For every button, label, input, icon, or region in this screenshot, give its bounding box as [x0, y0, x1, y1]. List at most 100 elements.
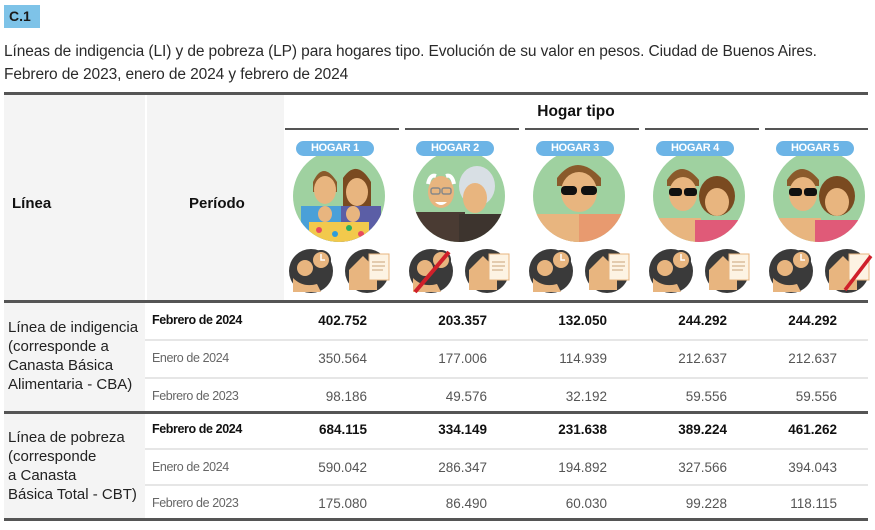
period-cell: Febrero de 2024 [152, 313, 242, 327]
house-document-icon [345, 249, 390, 293]
value-cell: 203.357 [438, 313, 487, 328]
header-label-bg [4, 95, 284, 300]
value-cell: 175.080 [318, 496, 367, 511]
hogar-5-label: HOGAR 5 [776, 141, 854, 156]
hogar-2-label: HOGAR 2 [416, 141, 494, 156]
header-periodo: Período [189, 195, 245, 212]
value-cell: 231.638 [558, 422, 607, 437]
house-document-icon [705, 249, 750, 293]
value-cell: 334.149 [438, 422, 487, 437]
value-cell: 244.292 [788, 313, 837, 328]
hogar-4-icons [647, 246, 757, 296]
section-indigencia: Línea de indigencia (corresponde a Canas… [4, 303, 868, 411]
hogar-4-label: HOGAR 4 [656, 141, 734, 156]
chart-badge: C.1 [4, 5, 40, 28]
label-line: (corresponde a [8, 338, 109, 355]
section-pobreza: Línea de pobreza (corresponde a Canasta … [4, 414, 868, 518]
table-row: Febrero de 2024 684.115 334.149 231.638 … [145, 414, 868, 450]
hogar-3-column: HOGAR 3 [525, 128, 639, 298]
section-rule [4, 411, 868, 414]
hogar-1-label: HOGAR 1 [296, 141, 374, 156]
family-with-children-icon [293, 150, 385, 242]
value-cell: 212.637 [788, 351, 837, 366]
value-cell: 59.556 [685, 389, 727, 404]
value-cell: 684.115 [318, 422, 367, 437]
column-rule [405, 128, 519, 130]
title-line-1: Líneas de indigencia (LI) y de pobreza (… [4, 43, 817, 60]
hogar-4-column: HOGAR 4 [645, 128, 759, 298]
hogar-2-icons [407, 246, 517, 296]
value-cell: 389.224 [678, 422, 727, 437]
table-row: Febrero de 2024 402.752 203.357 132.050 … [145, 303, 868, 339]
title-line-2: Febrero de 2023, enero de 2024 y febrero… [4, 66, 349, 83]
value-cell: 49.576 [445, 389, 487, 404]
hogar-3-icons [527, 246, 637, 296]
working-parent-icon [769, 249, 813, 293]
value-cell: 590.042 [318, 460, 367, 475]
period-cell: Enero de 2024 [152, 351, 229, 365]
label-line: Básica Total - CBT) [8, 486, 137, 503]
value-cell: 32.192 [565, 389, 607, 404]
column-rule [645, 128, 759, 130]
value-cell: 99.228 [685, 496, 727, 511]
value-cell: 350.564 [318, 351, 367, 366]
value-cell: 118.115 [790, 496, 837, 511]
label-line: Canasta Básica [8, 357, 114, 374]
hogar-5-icons [767, 246, 875, 296]
table-top-rule [4, 92, 868, 95]
table-title: Líneas de indigencia (LI) y de pobreza (… [4, 40, 874, 86]
single-adult-icon [533, 150, 625, 242]
value-cell: 114.939 [559, 351, 607, 366]
period-cell: Febrero de 2023 [152, 496, 239, 510]
table-row: Enero de 2024 350.564 177.006 114.939 21… [145, 341, 868, 377]
value-cell: 461.262 [788, 422, 837, 437]
table-header: Línea Período Hogar tipo [4, 95, 873, 300]
working-parent-icon [289, 249, 333, 293]
value-cell: 177.006 [438, 351, 487, 366]
value-cell: 132.050 [558, 313, 607, 328]
value-cell: 394.043 [788, 460, 837, 475]
house-document-crossed-icon [825, 249, 873, 293]
table-bottom-rule [4, 518, 868, 521]
working-parent-crossed-icon [409, 249, 453, 294]
section-label-bg [4, 414, 145, 518]
house-document-icon [465, 249, 510, 293]
section-label-bg [4, 303, 145, 411]
header-linea: Línea [12, 195, 52, 212]
row-separator [145, 448, 868, 450]
value-cell: 327.566 [678, 460, 727, 475]
hogar-3-label: HOGAR 3 [536, 141, 614, 156]
column-rule [765, 128, 868, 130]
period-cell: Enero de 2024 [152, 460, 229, 474]
hogar-1-icons [287, 246, 397, 296]
value-cell: 244.292 [678, 313, 727, 328]
value-cell: 194.892 [558, 460, 607, 475]
elderly-couple-icon [413, 150, 505, 242]
working-parent-icon [649, 249, 693, 293]
table-row: Febrero de 2023 175.080 86.490 60.030 99… [145, 486, 868, 522]
value-cell: 86.490 [445, 496, 487, 511]
row-separator [145, 377, 868, 379]
label-line: (corresponde [8, 448, 97, 465]
label-line: Línea de indigencia [8, 319, 139, 336]
period-cell: Febrero de 2024 [152, 422, 242, 436]
label-line: Línea de pobreza [8, 429, 125, 446]
value-cell: 98.186 [325, 389, 367, 404]
value-cell: 59.556 [795, 389, 837, 404]
column-rule [285, 128, 399, 130]
value-cell: 286.347 [438, 460, 487, 475]
hogar-2-column: HOGAR 2 [405, 128, 519, 298]
table-row: Enero de 2024 590.042 286.347 194.892 32… [145, 450, 868, 486]
section-rule [4, 300, 868, 303]
value-cell: 402.752 [318, 313, 367, 328]
section-label-pobreza: Línea de pobreza (corresponde a Canasta … [8, 428, 137, 504]
section-label-indigencia: Línea de indigencia (corresponde a Canas… [8, 318, 138, 394]
value-cell: 60.030 [565, 496, 607, 511]
hogar-5-column: HOGAR 5 [765, 128, 873, 298]
table-row: Febrero de 2023 98.186 49.576 32.192 59.… [145, 377, 868, 413]
header-hogar-tipo: Hogar tipo [537, 103, 615, 120]
label-line: a Canasta [8, 467, 77, 484]
label-line: Alimentaria - CBA) [8, 376, 133, 393]
row-separator [145, 484, 868, 486]
column-rule [525, 128, 639, 130]
